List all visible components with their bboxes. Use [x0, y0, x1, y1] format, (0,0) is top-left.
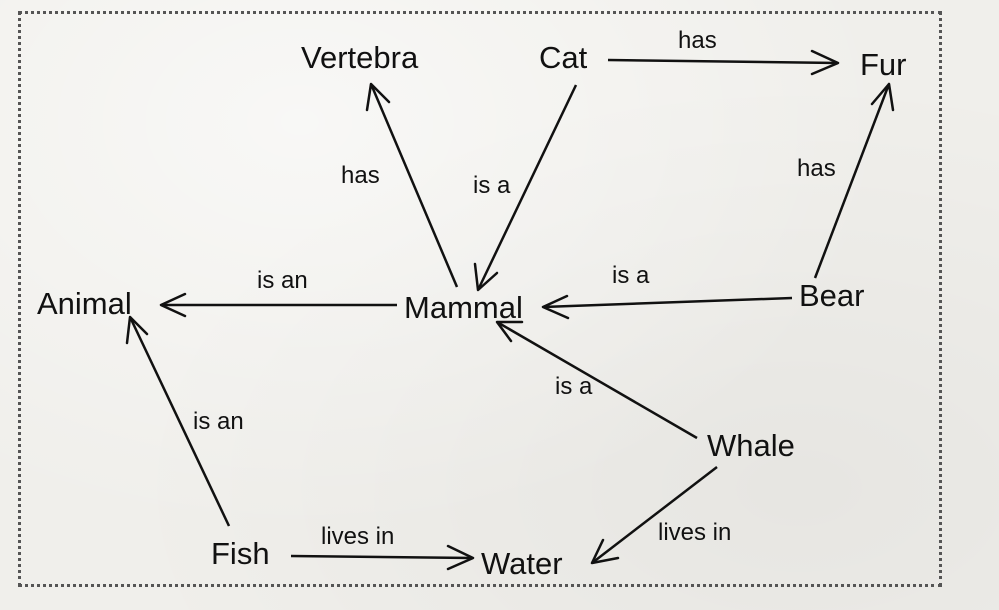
node-water: Water: [481, 546, 563, 581]
node-cat: Cat: [539, 40, 588, 75]
edge-label-cat-isa-mammal: is a: [473, 172, 511, 199]
dotted-frame: [18, 11, 942, 587]
edge-bear-isa-mammal: [541, 294, 793, 320]
edge-label-mammal-has-vertebra: has: [341, 162, 380, 189]
edge-cat-has-fur: [607, 49, 840, 76]
edge-mammal-isan-animal: [159, 292, 397, 318]
edge-label-cat-has-fur: has: [678, 27, 717, 54]
edge-label-whale-livesin-water: lives in: [658, 519, 731, 546]
edge-label-bear-isa-mammal: is a: [612, 262, 650, 289]
edge-label-whale-isa-mammal: is a: [555, 373, 593, 400]
edge-label-fish-livesin-water: lives in: [321, 523, 394, 550]
edge-mammal-has-vertebra: [365, 82, 459, 288]
edge-cat-isa-mammal: [473, 84, 578, 292]
edge-bear-has-fur: [813, 82, 895, 279]
node-fish: Fish: [211, 536, 270, 571]
edge-fish-isan-animal: [125, 315, 231, 527]
edge-label-bear-has-fur: has: [797, 155, 836, 182]
edge-label-fish-isan-animal: is an: [193, 408, 244, 435]
node-whale: Whale: [707, 428, 795, 463]
edge-whale-isa-mammal: [495, 320, 698, 440]
node-animal: Animal: [37, 286, 132, 321]
node-mammal: Mammal: [404, 290, 523, 325]
node-vertebra: Vertebra: [301, 40, 419, 75]
node-fur: Fur: [860, 47, 907, 82]
edge-label-mammal-isan-animal: is an: [257, 267, 308, 294]
node-bear: Bear: [799, 278, 864, 313]
edge-fish-livesin-water: [290, 544, 475, 571]
edge-whale-livesin-water: [590, 466, 718, 565]
